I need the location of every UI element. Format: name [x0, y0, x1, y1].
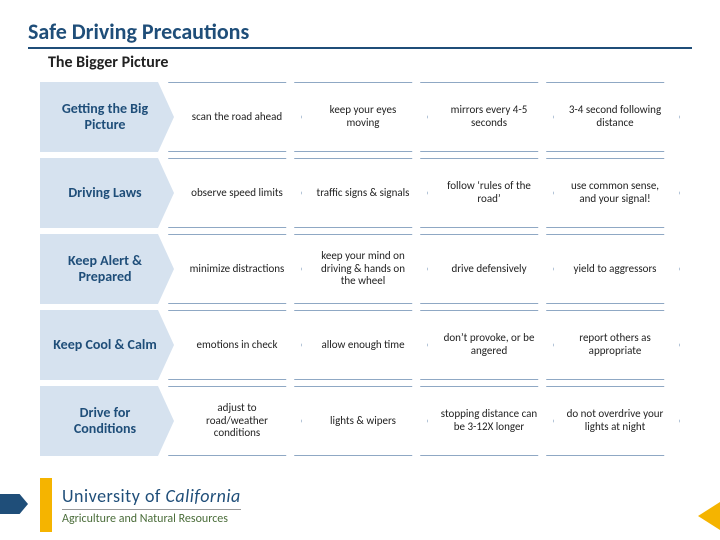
row-head: Driving Laws [40, 158, 174, 228]
row-cell: emotions in check [168, 310, 302, 380]
left-corner-tab-icon [0, 494, 28, 514]
brand-of: of [140, 485, 165, 507]
brand-footer: University of California Agriculture and… [40, 478, 241, 532]
chevron-grid: Getting the Big Picture scan the road ah… [40, 82, 692, 456]
row-cell: minimize distractions [168, 234, 302, 304]
row-cell: keep your mind on driving & hands on the… [294, 234, 428, 304]
grid-row: Keep Alert & Prepared minimize distracti… [40, 234, 692, 304]
row-cell: 3-4 second following distance [546, 82, 680, 152]
row-cell: keep your eyes moving [294, 82, 428, 152]
row-cell: adjust to road/weather conditions [168, 386, 302, 456]
row-cell: drive defensively [420, 234, 554, 304]
row-cell: lights & wipers [294, 386, 428, 456]
row-cell: stopping distance can be 3-12X longer [420, 386, 554, 456]
row-cell: traffic signs & signals [294, 158, 428, 228]
row-cell: report others as appropriate [546, 310, 680, 380]
brand-california: California [166, 485, 241, 507]
row-cell: follow ‘rules of the road’ [420, 158, 554, 228]
row-cell: allow enough time [294, 310, 428, 380]
right-corner-arrow-icon [698, 502, 720, 530]
grid-row: Keep Cool & Calm emotions in check allow… [40, 310, 692, 380]
brand-line1: University of California [62, 485, 241, 507]
row-cell: scan the road ahead [168, 82, 302, 152]
page-subtitle: The Bigger Picture [48, 53, 692, 72]
row-cell: don’t provoke, or be angered [420, 310, 554, 380]
grid-row: Driving Laws observe speed limits traffi… [40, 158, 692, 228]
row-head: Getting the Big Picture [40, 82, 174, 152]
row-cell: yield to aggressors [546, 234, 680, 304]
row-head: Drive for Conditions [40, 386, 174, 456]
row-cell: observe speed limits [168, 158, 302, 228]
brand-line2: Agriculture and Natural Resources [62, 509, 241, 526]
grid-row: Drive for Conditions adjust to road/weat… [40, 386, 692, 456]
brand-text: University of California Agriculture and… [62, 485, 241, 526]
row-cell: use common sense, and your signal! [546, 158, 680, 228]
row-head: Keep Alert & Prepared [40, 234, 174, 304]
row-cell: do not overdrive your lights at night [546, 386, 680, 456]
brand-university: University [62, 485, 140, 507]
brand-bar-icon [40, 478, 52, 532]
row-cell: mirrors every 4-5 seconds [420, 82, 554, 152]
grid-row: Getting the Big Picture scan the road ah… [40, 82, 692, 152]
page-title: Safe Driving Precautions [28, 18, 692, 49]
row-head: Keep Cool & Calm [40, 310, 174, 380]
